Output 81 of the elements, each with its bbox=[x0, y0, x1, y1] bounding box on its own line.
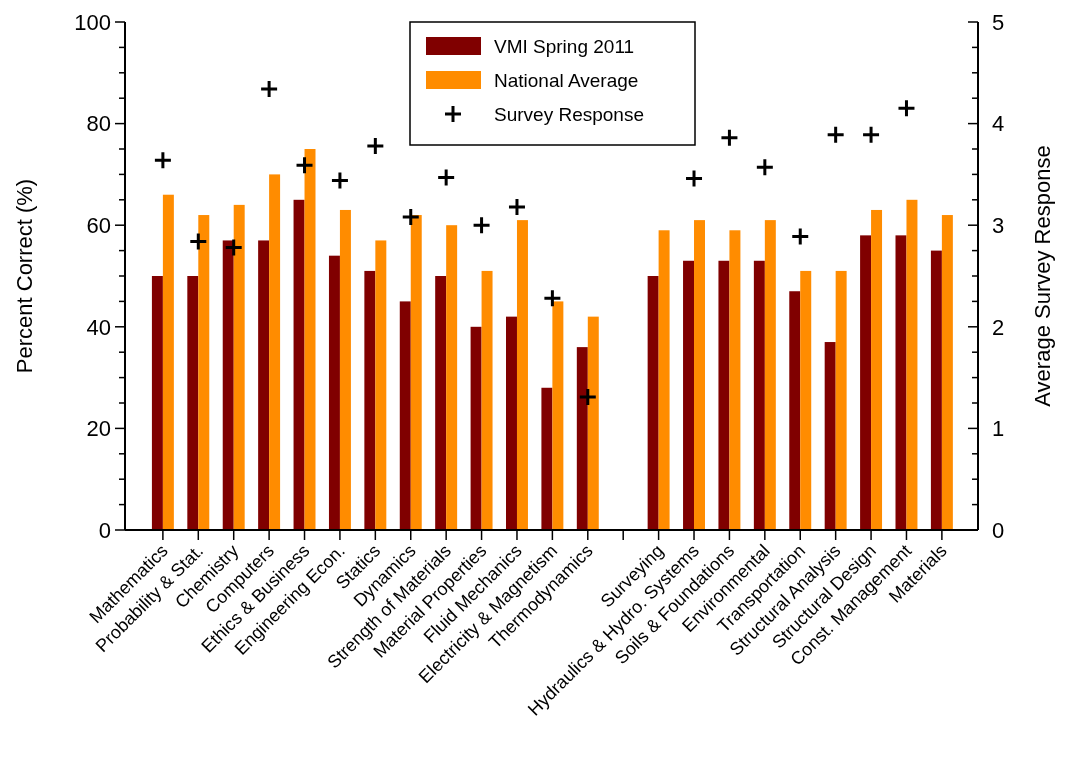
legend-label: National Average bbox=[494, 69, 639, 91]
bar bbox=[576, 347, 588, 530]
point bbox=[507, 197, 527, 217]
bar bbox=[764, 220, 776, 530]
bar bbox=[552, 301, 564, 530]
bar bbox=[683, 260, 695, 530]
bar bbox=[328, 255, 340, 530]
bar bbox=[187, 276, 199, 530]
bar bbox=[269, 174, 281, 530]
point bbox=[401, 207, 421, 227]
bar bbox=[930, 250, 942, 530]
y2-tick-label: 5 bbox=[992, 9, 1005, 35]
bar bbox=[410, 215, 422, 530]
y-tick-label: 100 bbox=[74, 9, 111, 35]
bar bbox=[198, 215, 210, 530]
bar bbox=[446, 225, 458, 530]
point bbox=[542, 288, 562, 308]
bar bbox=[222, 240, 234, 530]
bar bbox=[541, 387, 553, 530]
point bbox=[790, 226, 810, 246]
legend-label: Survey Response bbox=[494, 103, 644, 125]
bar bbox=[470, 326, 482, 530]
point bbox=[826, 125, 846, 145]
y2-axis-title: Average Survey Response bbox=[1030, 145, 1055, 407]
bar bbox=[835, 270, 847, 530]
bar bbox=[753, 260, 765, 530]
bar bbox=[435, 276, 447, 530]
point bbox=[719, 128, 739, 148]
y2-tick-label: 0 bbox=[992, 517, 1005, 543]
bar bbox=[824, 342, 836, 530]
bar bbox=[516, 220, 528, 530]
bar bbox=[304, 149, 316, 530]
y-tick-label: 20 bbox=[86, 416, 111, 442]
point bbox=[684, 168, 704, 188]
legend-label: VMI Spring 2011 bbox=[494, 35, 635, 57]
point bbox=[295, 155, 315, 175]
bar bbox=[258, 240, 270, 530]
point bbox=[436, 167, 456, 187]
y-tick-label: 40 bbox=[86, 314, 111, 340]
bar bbox=[506, 316, 517, 530]
y2-tick-label: 3 bbox=[992, 212, 1005, 238]
bar bbox=[694, 220, 705, 530]
y-tick-label: 80 bbox=[86, 111, 111, 137]
point bbox=[472, 215, 492, 235]
bar bbox=[364, 270, 376, 530]
bar bbox=[658, 230, 670, 530]
bar bbox=[729, 230, 741, 530]
y-tick-label: 0 bbox=[98, 517, 111, 543]
bar bbox=[399, 301, 411, 530]
point bbox=[188, 231, 208, 251]
bar bbox=[941, 215, 953, 530]
bar bbox=[375, 240, 387, 530]
y-axis-title: Percent Correct (%) bbox=[12, 178, 37, 374]
point bbox=[224, 238, 244, 258]
bar bbox=[871, 209, 883, 530]
bar bbox=[587, 316, 599, 530]
point bbox=[861, 125, 881, 145]
point bbox=[153, 150, 173, 170]
point bbox=[578, 387, 598, 407]
bar bbox=[151, 276, 163, 530]
y2-tick-label: 4 bbox=[992, 111, 1005, 137]
bar bbox=[895, 235, 907, 530]
bar bbox=[860, 235, 872, 530]
y-tick-label: 60 bbox=[86, 212, 111, 238]
point bbox=[259, 79, 279, 99]
bar bbox=[293, 199, 305, 530]
bar bbox=[233, 204, 245, 530]
bar bbox=[718, 260, 730, 530]
bar bbox=[481, 270, 493, 530]
y2-tick-label: 1 bbox=[992, 416, 1005, 442]
y2-tick-label: 2 bbox=[992, 314, 1005, 340]
bar bbox=[162, 194, 174, 530]
point bbox=[365, 136, 385, 156]
point bbox=[755, 157, 775, 177]
bar bbox=[800, 270, 812, 530]
point bbox=[330, 171, 350, 190]
bar bbox=[339, 209, 351, 530]
bar bbox=[906, 199, 918, 530]
point bbox=[896, 98, 916, 118]
bar bbox=[647, 276, 659, 530]
bar bbox=[789, 291, 801, 530]
